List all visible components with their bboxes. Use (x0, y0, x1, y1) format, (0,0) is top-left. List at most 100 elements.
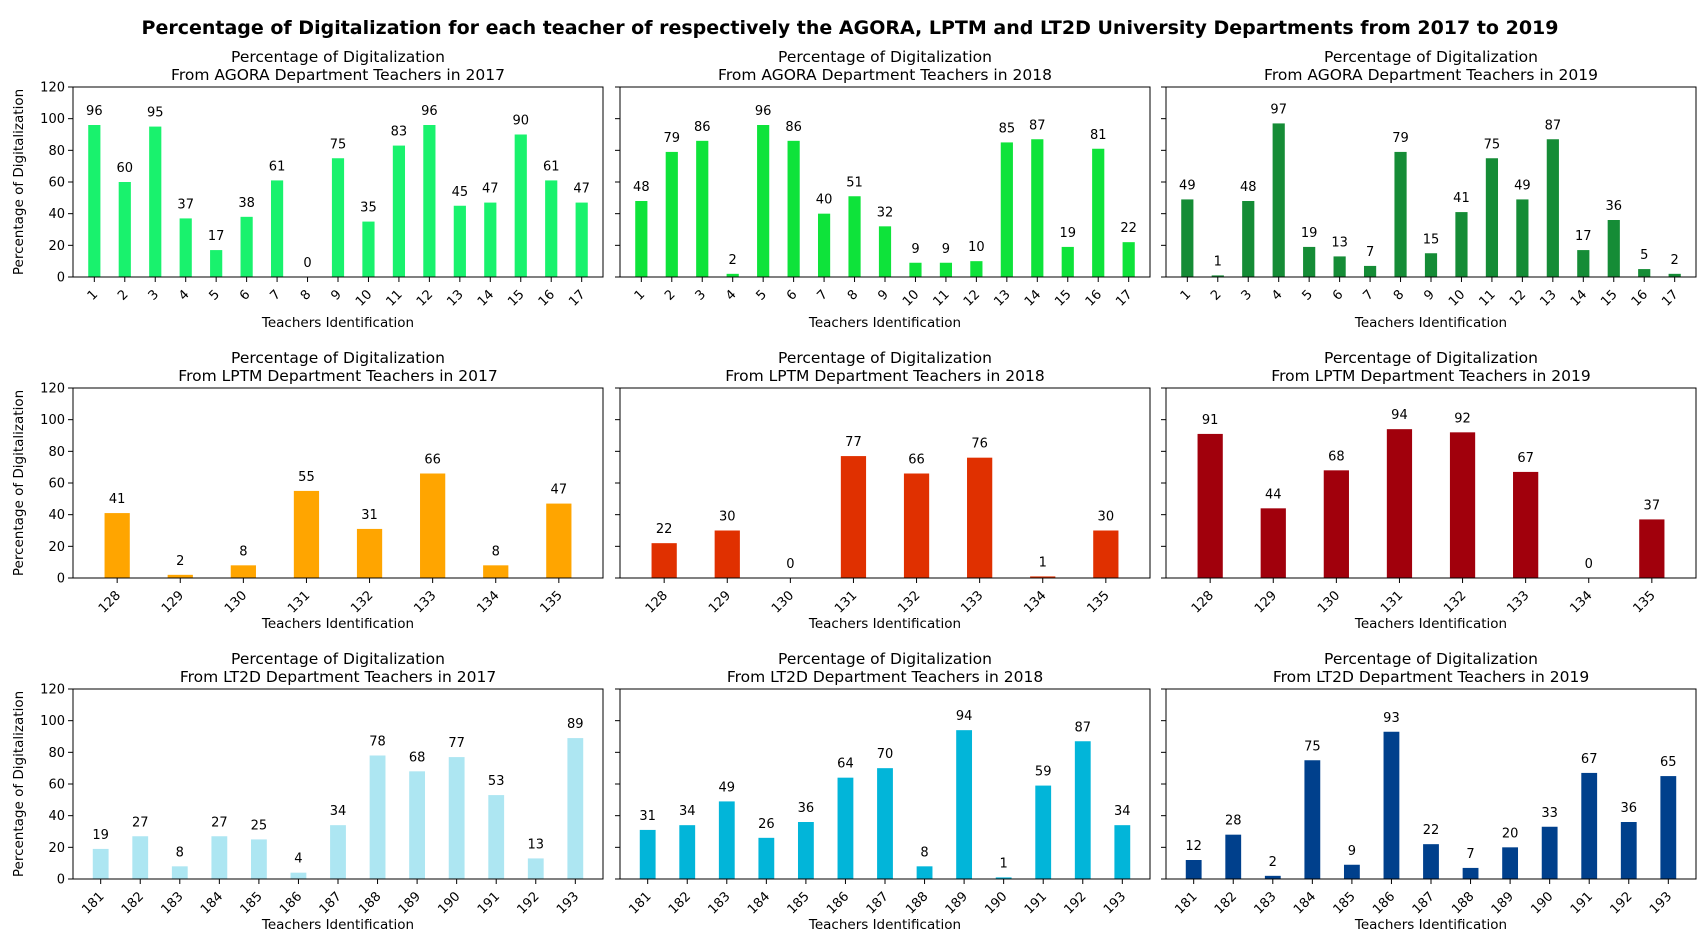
bar (903, 473, 930, 578)
bar (88, 125, 101, 277)
x-tick-label: 128 (643, 588, 671, 616)
x-tick-label: 132 (348, 588, 376, 616)
bar (1031, 139, 1044, 277)
bar (1122, 242, 1135, 277)
x-tick-label: 129 (159, 588, 187, 616)
bar-value-label: 2 (1269, 855, 1277, 870)
bar (392, 145, 406, 277)
bar-value-label: 2 (729, 253, 737, 268)
bar-value-label: 49 (719, 780, 736, 795)
chart-title-line: Percentage of Digitalization (231, 48, 445, 66)
y-tick-label: 120 (40, 382, 65, 397)
x-axis-label: Teachers Identification (808, 616, 961, 632)
x-tick-label: 15 (505, 287, 527, 309)
x-tick-label: 192 (514, 889, 542, 917)
bar (787, 140, 800, 277)
chart-title-line: Percentage of Digitalization (778, 349, 992, 367)
bar-value-label: 94 (1391, 408, 1408, 423)
chart-title-line: From LT2D Department Teachers in 2019 (1273, 668, 1589, 686)
bar (290, 872, 307, 879)
bar (1114, 825, 1131, 879)
x-tick-label: 2 (662, 287, 678, 303)
y-tick-label: 20 (48, 841, 65, 856)
x-tick-label: 191 (1568, 889, 1596, 917)
bar (104, 513, 130, 578)
bar-value-label: 68 (1328, 449, 1345, 464)
y-tick-label: 40 (48, 508, 65, 523)
y-tick-label: 100 (40, 714, 65, 729)
x-tick-label: 10 (900, 287, 922, 309)
bar-value-label: 77 (448, 736, 465, 751)
bar-value-label: 79 (664, 131, 681, 146)
bar-value-label: 86 (785, 120, 802, 135)
x-tick-label: 192 (1607, 889, 1635, 917)
bar (1074, 741, 1091, 879)
bar (1394, 151, 1407, 277)
bar (1092, 148, 1105, 277)
bar-value-label: 36 (1620, 801, 1637, 816)
x-tick-label: 189 (943, 889, 971, 917)
bar (453, 205, 466, 277)
x-tick-label: 182 (119, 889, 147, 917)
bar (1546, 139, 1559, 277)
bar-value-label: 85 (999, 121, 1016, 136)
bar-value-label: 87 (1545, 118, 1562, 133)
x-tick-label: 183 (705, 889, 733, 917)
x-axis-label: Teachers Identification (808, 917, 961, 933)
bar-value-label: 17 (1575, 229, 1592, 244)
bar (1485, 158, 1499, 277)
bar-value-label: 95 (147, 106, 164, 121)
bar-value-label: 31 (361, 508, 378, 523)
bar-value-label: 22 (1423, 823, 1440, 838)
x-axis-label: Teachers Identification (1354, 616, 1507, 632)
bar-value-label: 67 (1581, 752, 1598, 767)
bar-value-label: 34 (679, 804, 696, 819)
bar (1343, 864, 1360, 879)
y-tick-label: 40 (48, 809, 65, 824)
x-tick-label: 5 (754, 287, 770, 303)
bar (167, 574, 193, 578)
x-tick-label: 185 (1331, 889, 1359, 917)
bar-value-label: 25 (251, 818, 268, 833)
x-tick-label: 135 (1084, 588, 1112, 616)
x-tick-label: 8 (1391, 287, 1407, 303)
bar (369, 755, 386, 879)
y-tick-label: 40 (48, 207, 65, 222)
chart-title-line: From LPTM Department Teachers in 2019 (1271, 367, 1590, 385)
bar-value-label: 38 (238, 196, 255, 211)
plot-frame (72, 86, 604, 278)
x-tick-label: 182 (666, 889, 694, 917)
x-tick-label: 16 (1629, 287, 1651, 309)
x-axis-label: Teachers Identification (1354, 315, 1507, 331)
x-tick-label: 16 (1083, 287, 1105, 309)
bar (527, 858, 544, 879)
chart-title-line: From LT2D Department Teachers in 2017 (180, 668, 496, 686)
bar-value-label: 81 (1090, 128, 1107, 143)
x-tick-label: 191 (1022, 889, 1050, 917)
chart-title-line: Percentage of Digitalization (778, 650, 992, 668)
x-tick-label: 182 (1212, 889, 1240, 917)
bar (1502, 847, 1519, 879)
bar (1000, 142, 1013, 277)
x-tick-label: 129 (1252, 588, 1280, 616)
bar-value-label: 2 (176, 554, 184, 569)
y-tick-label: 60 (48, 477, 65, 492)
bar (1260, 508, 1286, 578)
bar (714, 530, 740, 578)
bar-value-label: 94 (956, 709, 973, 724)
x-tick-label: 7 (267, 287, 283, 303)
bar-value-label: 37 (1644, 498, 1661, 513)
x-tick-label: 132 (1441, 588, 1469, 616)
bar (546, 503, 572, 578)
bar-value-label: 9 (942, 242, 950, 257)
bar-value-label: 17 (208, 229, 225, 244)
bar (651, 543, 677, 578)
x-tick-label: 131 (1378, 588, 1406, 616)
x-tick-label: 130 (769, 588, 797, 616)
x-tick-label: 3 (693, 287, 709, 303)
